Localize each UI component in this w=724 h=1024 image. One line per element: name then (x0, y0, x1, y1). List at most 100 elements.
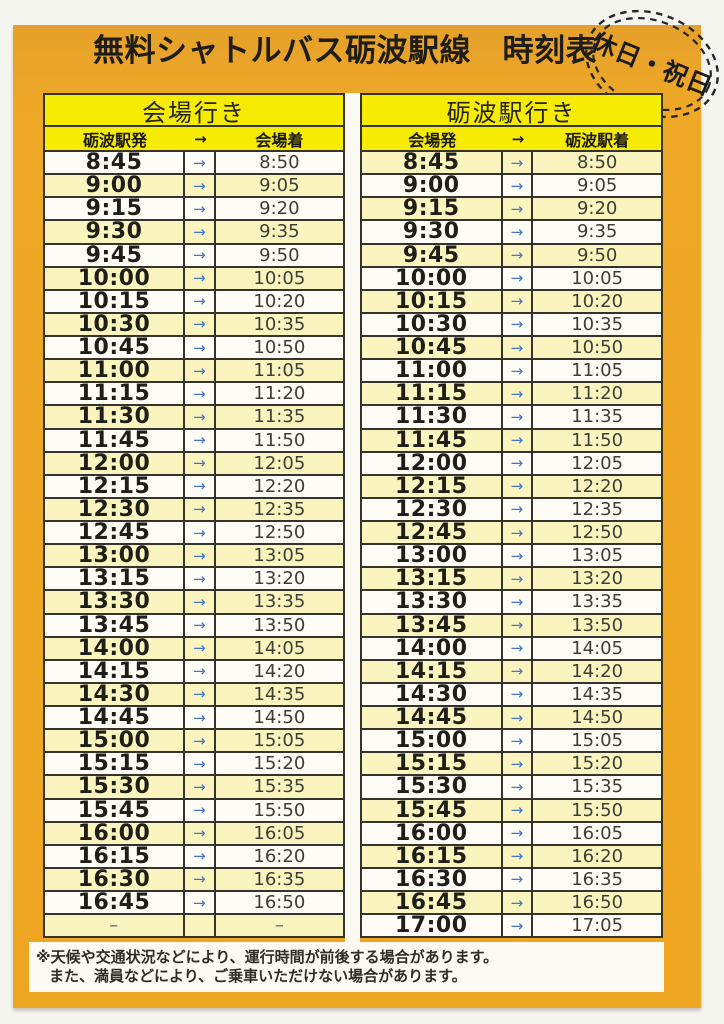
departure-time: 9:45 (362, 244, 503, 266)
arrow-cell: → (185, 892, 216, 914)
arrival-time: 14:05 (571, 637, 624, 659)
timetable-row: 12:45 → 12:50 (45, 520, 343, 544)
departure-time: 14:30 (362, 683, 503, 705)
arrow-cell: → (185, 845, 216, 867)
departure-time: 14:15 (362, 660, 503, 682)
right-arrow-icon: → (510, 916, 524, 935)
arrow-cell: → (503, 406, 534, 428)
timetable-row: 14:45 → 14:50 (362, 705, 661, 729)
right-arrow-icon: → (510, 500, 524, 519)
timetable-row: 15:30 → 15:35 (45, 774, 343, 798)
arrival-time: 14:20 (571, 660, 624, 682)
arrow-cell: → (185, 799, 216, 821)
departure-time: 16:30 (45, 868, 186, 890)
arrival-time: 10:50 (571, 337, 624, 359)
arrival-time: 10:50 (253, 337, 306, 359)
departure-time: 9:30 (362, 221, 503, 243)
departure-time: 17:00 (362, 915, 503, 937)
arrival-time: 13:50 (571, 614, 624, 636)
departure-time: 11:45 (45, 429, 186, 451)
arrival-time: 11:05 (571, 360, 624, 382)
timetable-row: 10:00 → 10:05 (45, 265, 343, 289)
table-gap-strip (345, 93, 360, 944)
departure-time: 16:45 (45, 892, 186, 914)
timetable-row: 14:30 → 14:35 (45, 681, 343, 705)
arrow-cell: → (503, 683, 534, 705)
arrival-time: 14:20 (253, 660, 306, 682)
arrow-cell: → (185, 475, 216, 497)
departure-time: 12:00 (362, 452, 503, 474)
arrival-time: 12:35 (253, 498, 306, 520)
arrival-time: 16:05 (253, 822, 306, 844)
timetable-row: 12:30 → 12:35 (362, 496, 661, 520)
departure-time: 13:45 (45, 614, 186, 636)
right-arrow-icon: → (193, 546, 206, 565)
departure-time: 9:15 (362, 198, 503, 220)
arrival-time: 12:35 (571, 498, 624, 520)
timetable-row: 9:30 → 9:35 (362, 219, 661, 243)
arrow-cell: → (503, 152, 534, 174)
arrival-time: 13:35 (253, 591, 306, 613)
departure-time: 15:00 (45, 730, 186, 752)
arrow-cell: → (503, 290, 534, 312)
timetable-row: 9:00 → 9:05 (362, 173, 661, 197)
right-arrow-icon: → (510, 801, 524, 820)
arrow-cell: → (185, 776, 216, 798)
right-arrow-icon: → (193, 222, 206, 241)
timetable-row: 10:15 → 10:20 (362, 288, 661, 312)
timetable-to-venue: 会場行き 砺波駅発 → 会場着 8:45 → 8:50 9:00 → 9:05 … (43, 93, 345, 938)
timetable-row: 8:45 → 8:50 (45, 152, 343, 174)
arrival-time: 14:35 (253, 683, 306, 705)
arrival-time: 15:05 (253, 730, 306, 752)
departure-time: 12:00 (45, 452, 186, 474)
timetable-row: 12:15 → 12:20 (45, 473, 343, 497)
timetable-row: 10:45 → 10:50 (362, 335, 661, 359)
departure-time: 16:30 (362, 868, 503, 890)
right-arrow-icon: → (193, 431, 206, 450)
timetable-row: 9:15 → 9:20 (45, 196, 343, 220)
timetable-row: 12:45 → 12:50 (362, 520, 661, 544)
departure-time: 10:00 (45, 267, 186, 289)
departure-time: 12:30 (45, 498, 186, 520)
arrow-cell: → (503, 522, 534, 544)
arrival-time: 10:35 (571, 313, 624, 335)
arrow-cell: → (503, 614, 534, 636)
departure-time: 10:45 (362, 337, 503, 359)
right-arrow-icon: → (193, 616, 206, 635)
arrow-cell: → (503, 892, 534, 914)
timetable-row: 16:00 → 16:05 (362, 820, 661, 844)
arrival-time: 12:50 (253, 522, 306, 544)
right-arrow-icon: → (193, 246, 206, 265)
arrival-time: 9:20 (576, 198, 618, 220)
right-arrow-icon: → (193, 199, 206, 218)
departure-time: 10:45 (45, 337, 186, 359)
timetable-to-station: 砺波駅行き 会場発 → 砺波駅着 8:45 → 8:50 9:00 → 9:05… (360, 93, 663, 938)
right-arrow-icon: → (510, 685, 524, 704)
timetable-row: 11:30 → 11:35 (362, 404, 661, 428)
arrow-cell: → (503, 845, 534, 867)
right-arrow-icon: → (510, 176, 524, 195)
timetable-row: 16:30 → 16:35 (45, 866, 343, 890)
arrival-time: – (274, 915, 284, 937)
arrival-time: 16:20 (253, 845, 306, 867)
arrival-time: 9:20 (259, 198, 300, 220)
arrow-cell: → (503, 753, 534, 775)
arrival-time: 14:50 (253, 707, 306, 729)
timetable-row: 13:45 → 13:50 (362, 612, 661, 636)
arrival-time: 16:50 (571, 892, 624, 914)
arrow-cell: → (185, 498, 216, 520)
col-header-departure: 砺波駅発 (83, 130, 148, 150)
timetable-row: 10:15 → 10:20 (45, 288, 343, 312)
departure-time: 12:45 (362, 522, 503, 544)
right-arrow-icon: → (193, 870, 206, 889)
right-arrow-icon: → (510, 269, 524, 288)
arrival-time: 15:50 (571, 799, 624, 821)
stamp-outer-ring (585, 9, 719, 119)
arrival-time: 13:35 (571, 591, 624, 613)
arrival-time: 10:05 (571, 267, 624, 289)
arrival-time: 11:35 (253, 406, 306, 428)
arrival-time: 10:20 (571, 290, 624, 312)
timetable-row: 14:00 → 14:05 (45, 635, 343, 659)
arrow-cell: → (185, 822, 216, 844)
